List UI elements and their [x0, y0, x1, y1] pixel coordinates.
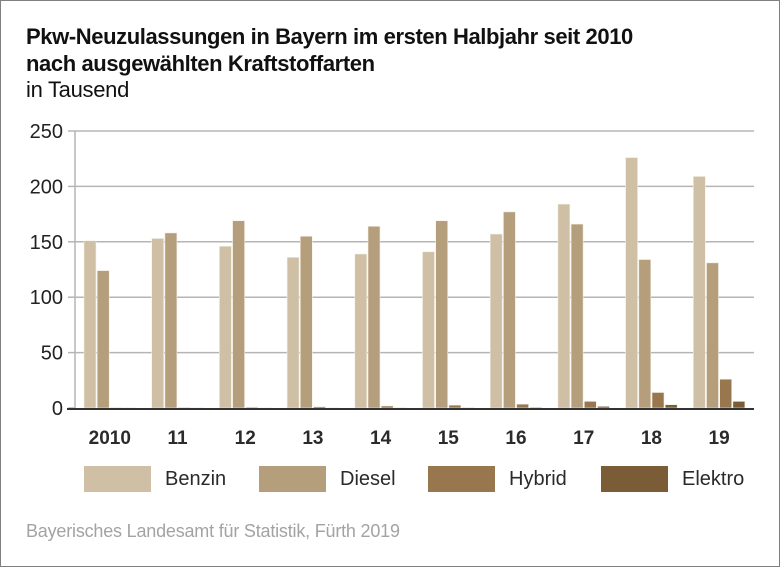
x-tick-label-12: 12 — [235, 428, 256, 449]
legend-swatch-hybrid — [428, 466, 495, 492]
y-tick-label-0: 0 — [52, 398, 63, 420]
x-tick-label-14: 14 — [370, 428, 392, 449]
chart-subtitle: in Tausend — [26, 77, 130, 102]
y-tick-label-100: 100 — [30, 287, 63, 309]
bar-hybrid-18: Hybrid 18: 14 — [651, 392, 665, 409]
x-tick-label-11: 11 — [167, 428, 188, 449]
bar-benzin-12: Benzin 12: 146 — [219, 245, 232, 409]
bar-diesel-12: Diesel 12: 169 — [232, 220, 245, 409]
legend-swatch-benzin — [84, 466, 151, 492]
legend-label-elektro: Elektro — [682, 468, 745, 490]
bar-benzin-17: Benzin 17: 184 — [557, 203, 571, 409]
bar-benzin-11: Benzin 11: 153 — [151, 238, 164, 409]
x-tick-label-15: 15 — [438, 428, 460, 449]
bar-hybrid-15: Hybrid 15: 2.6 — [448, 404, 462, 409]
bar-chart: Benzin 2010: 151Diesel 2010: 124Hybrid 2… — [30, 121, 754, 449]
bar-diesel-18: Diesel 18: 134 — [638, 259, 652, 409]
legend-label-hybrid: Hybrid — [509, 468, 567, 490]
bar-elektro-17: Elektro 17: 1.5 — [597, 406, 610, 409]
legend-swatch-elektro — [601, 466, 668, 492]
axis-layer: 0 50 100 150 200 250 2010 11 12 13 14 15 16 17 18 19 — [30, 121, 754, 449]
chart-title-line-1: Pkw-Neuzulassungen in Bayern im ersten H… — [26, 24, 633, 49]
y-tick-label-250: 250 — [30, 121, 63, 143]
bar-benzin-18: Benzin 18: 226 — [625, 157, 638, 409]
bar-diesel-17: Diesel 17: 166 — [570, 223, 584, 409]
chart-title-line-2: nach ausgewählten Kraftstoffarten — [26, 51, 375, 76]
bar-elektro-16: Elektro 16: 0.7 — [529, 406, 543, 409]
x-tick-label-17: 17 — [573, 428, 594, 449]
legend-label-benzin: Benzin — [165, 468, 227, 490]
bar-hybrid-19: Hybrid 19: 26 — [719, 378, 733, 409]
y-tick-label-200: 200 — [30, 176, 63, 198]
bar-hybrid-13: Hybrid 13: 1.2 — [313, 406, 326, 409]
source-note: Bayerisches Landesamt für Statistik, Für… — [26, 521, 400, 541]
bar-benzin-13: Benzin 13: 136 — [286, 257, 300, 409]
bar-benzin-16: Benzin 16: 157 — [489, 233, 503, 409]
bar-hybrid-12: Hybrid 12: 0.8 — [245, 406, 259, 409]
y-tick-label-150: 150 — [30, 232, 63, 254]
legend-label-diesel: Diesel — [340, 468, 396, 490]
bar-elektro-18: Elektro 18: 3 — [664, 404, 678, 409]
bar-benzin-19: Benzin 19: 209 — [692, 176, 706, 409]
x-tick-label-16: 16 — [505, 428, 526, 449]
bar-diesel-16: Diesel 16: 177 — [503, 211, 516, 409]
bar-benzin-15: Benzin 15: 141 — [422, 251, 435, 409]
bar-diesel-13: Diesel 13: 155 — [299, 235, 313, 409]
bar-hybrid-16: Hybrid 16: 3.5 — [516, 403, 529, 409]
bar-benzin-2010: Benzin 2010: 151 — [83, 240, 97, 409]
bar-hybrid-11: Hybrid 11: 0.6 — [177, 407, 191, 409]
bar-hybrid-17: Hybrid 17: 6 — [583, 401, 597, 409]
y-tick-label-50: 50 — [41, 343, 63, 365]
bar-layer: Benzin 2010: 151Diesel 2010: 124Hybrid 2… — [83, 157, 746, 409]
legend-swatch-diesel — [259, 466, 326, 492]
bar-diesel-2010: Diesel 2010: 124 — [96, 270, 110, 409]
x-tick-label-2010: 2010 — [89, 428, 131, 449]
bar-elektro-19: Elektro 19: 6 — [732, 401, 746, 409]
bar-hybrid-2010: Hybrid 2010: 0.5 — [110, 407, 123, 409]
bar-diesel-11: Diesel 11: 158 — [164, 232, 178, 409]
x-tick-label-19: 19 — [709, 428, 730, 449]
bar-benzin-14: Benzin 14: 139 — [354, 253, 368, 409]
bar-hybrid-14: Hybrid 14: 1.8 — [380, 405, 394, 409]
bar-elektro-15: Elektro 15: 0.5 — [461, 407, 475, 409]
bar-diesel-19: Diesel 19: 131 — [706, 262, 719, 409]
bar-diesel-14: Diesel 14: 164 — [367, 225, 381, 409]
chart-title: Pkw-Neuzulassungen in Bayern im ersten H… — [26, 23, 633, 77]
x-tick-label-13: 13 — [302, 428, 323, 449]
bar-diesel-15: Diesel 15: 169 — [435, 220, 449, 409]
legend: Benzin Diesel Hybrid Elektro — [1, 465, 779, 493]
x-tick-label-18: 18 — [641, 428, 662, 449]
